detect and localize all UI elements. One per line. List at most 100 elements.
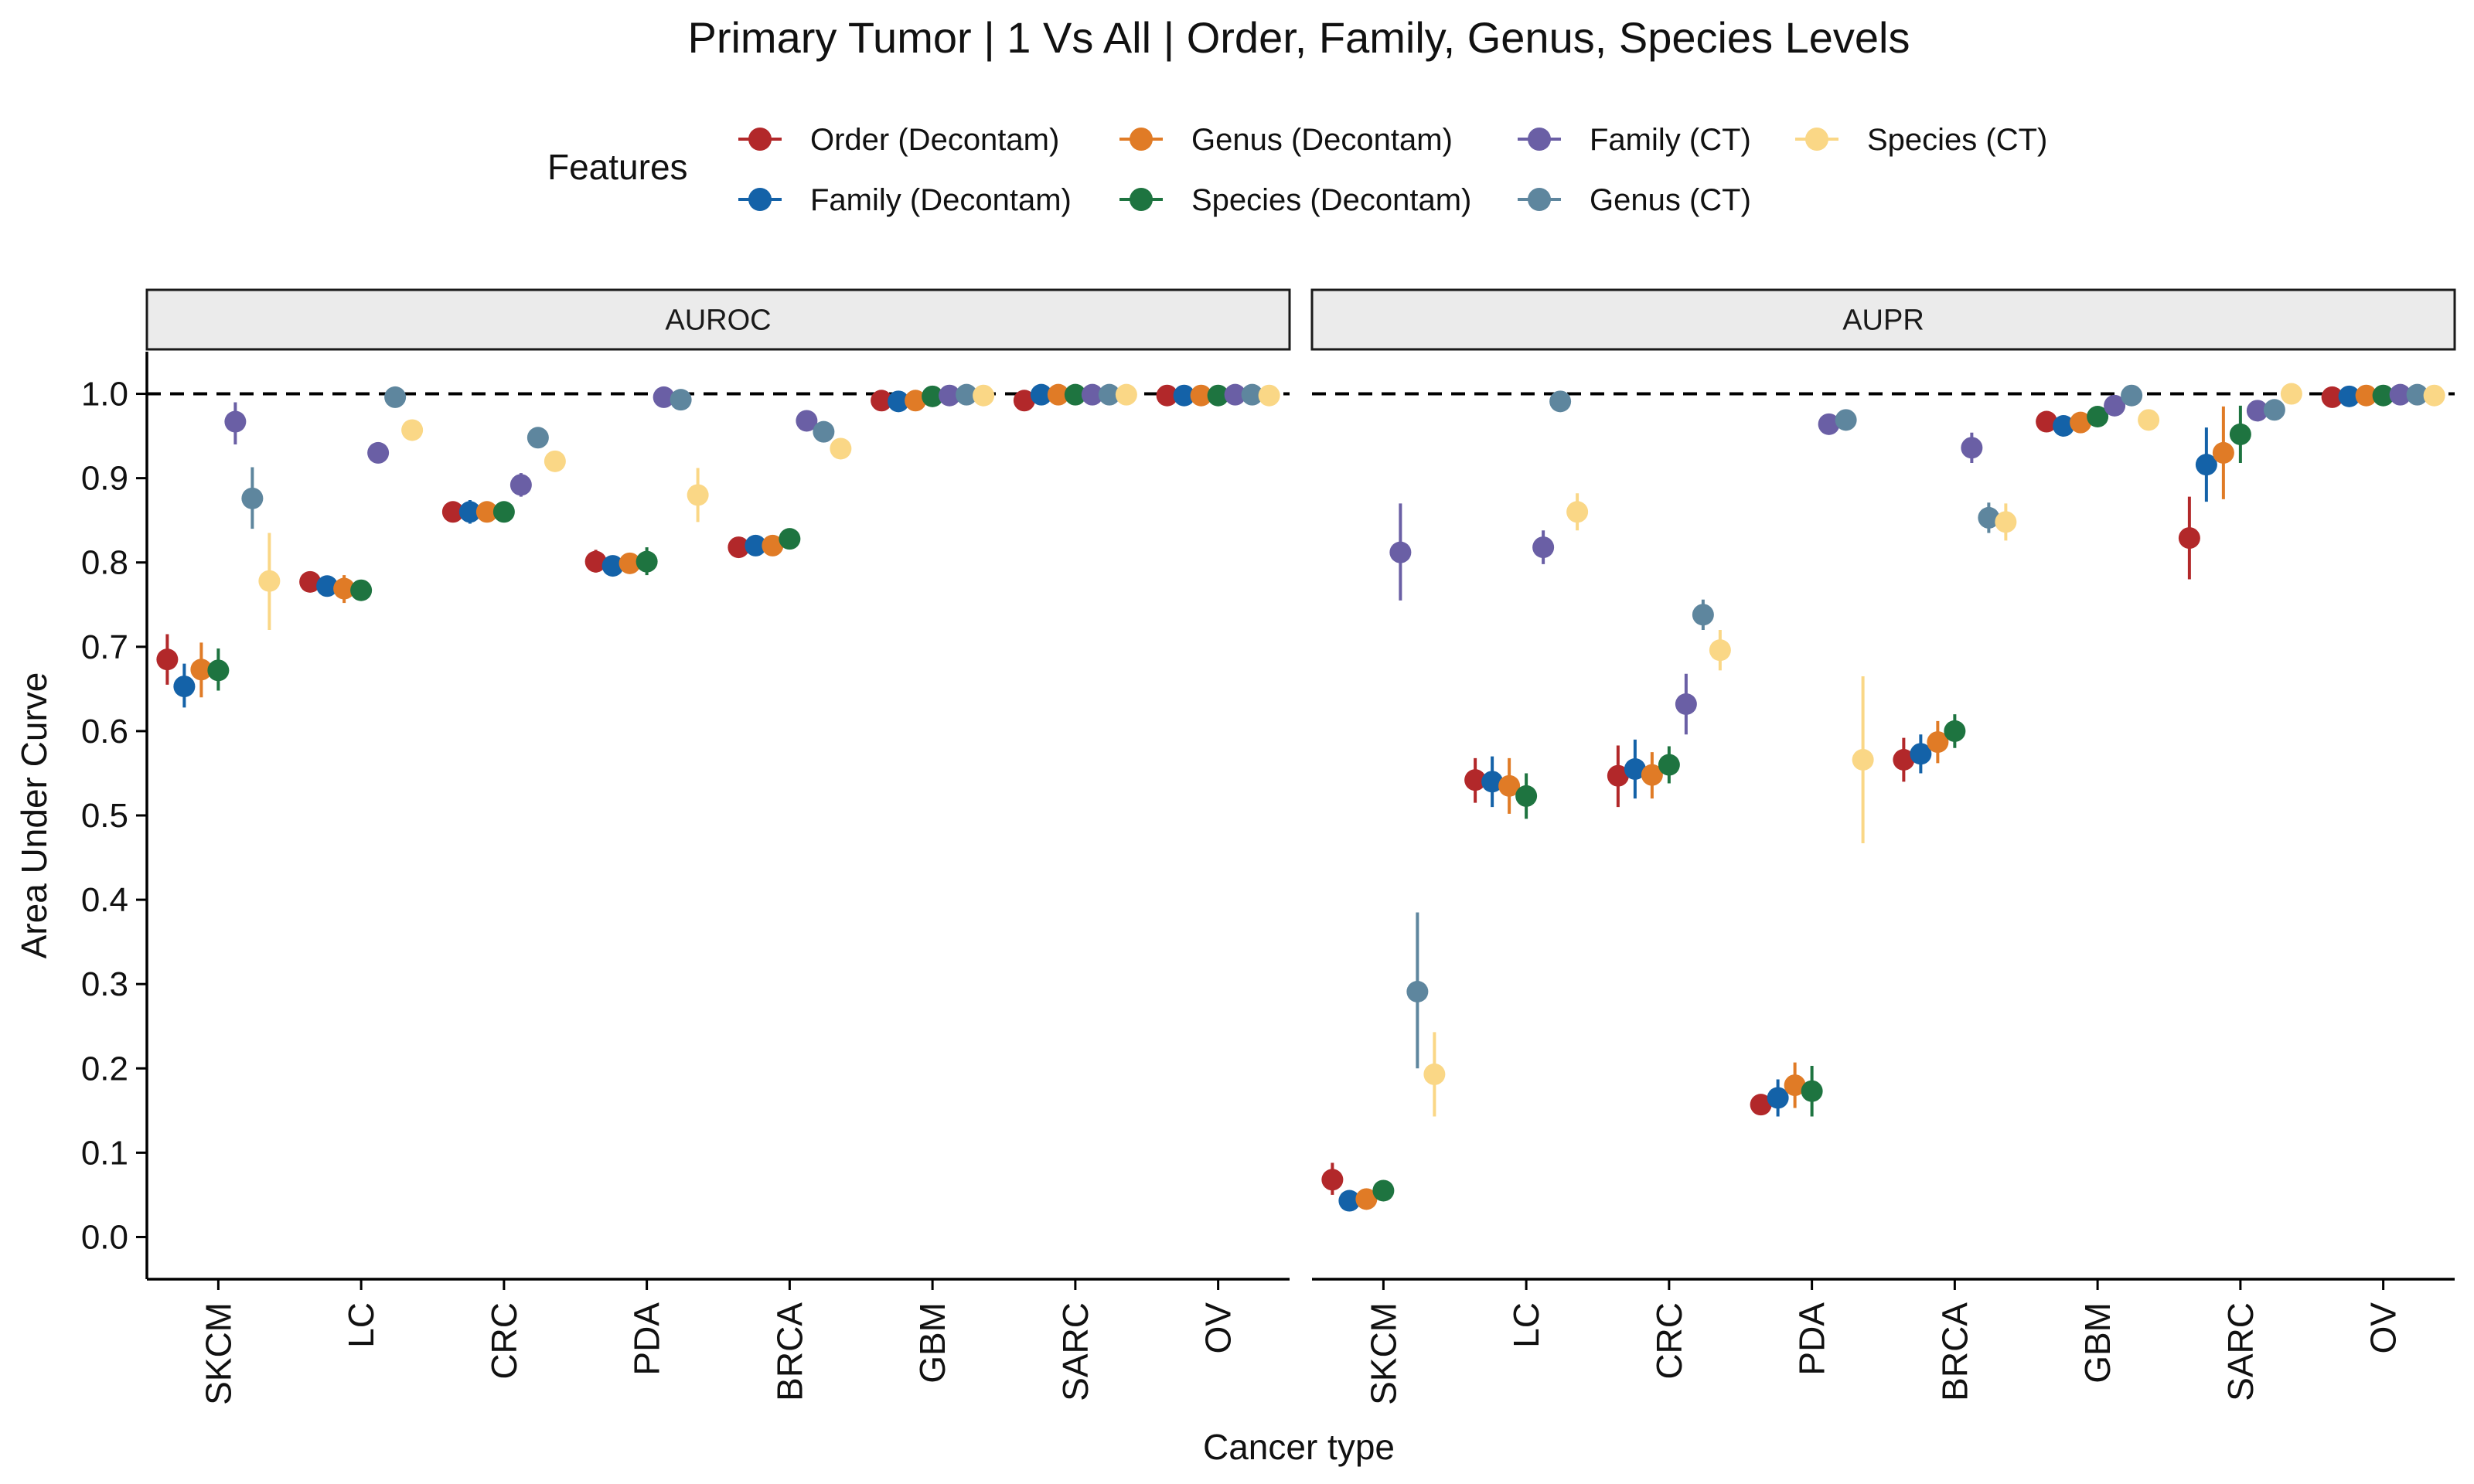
data-point-auroc-sarc-genus-ct (1098, 383, 1120, 406)
point-marker (2212, 441, 2234, 464)
point-marker (939, 384, 961, 407)
point-marker (1532, 536, 1555, 559)
data-point-auroc-pda-genus-decontam (618, 552, 641, 574)
point-marker (956, 383, 978, 406)
legend-label: Family (CT) (1590, 123, 1751, 157)
data-point-auroc-skcm-genus-ct (241, 467, 264, 529)
data-point-auroc-brca-family-ct (796, 410, 818, 432)
point-marker (1081, 383, 1103, 406)
data-point-auroc-brca-order-decontam (728, 536, 750, 559)
data-point-auroc-sarc-family-ct (1081, 383, 1103, 406)
point-marker (526, 427, 549, 449)
data-point-auroc-crc-family-ct (509, 473, 532, 497)
point-marker (636, 550, 658, 573)
data-point-aupr-crc-family-ct (1675, 673, 1697, 735)
point-marker (1709, 639, 1731, 662)
point-marker (1481, 771, 1504, 793)
legend-label: Family (Decontam) (810, 183, 1072, 217)
point-marker (1156, 384, 1178, 407)
data-point-aupr-ov-family-decontam (2338, 385, 2360, 407)
point-marker (2036, 410, 2058, 433)
data-point-auroc-ov-genus-decontam (1190, 384, 1212, 407)
data-point-aupr-brca-species-decontam (1944, 714, 1966, 748)
legend-item-species-decontam: Species (Decontam) (1119, 183, 1471, 217)
data-point-aupr-sarc-family-decontam (2195, 427, 2217, 502)
point-marker (584, 550, 607, 573)
legend-label: Genus (CT) (1590, 183, 1751, 217)
data-point-aupr-brca-family-decontam (1910, 734, 1932, 774)
point-marker (1767, 1087, 1789, 1109)
point-marker (1047, 383, 1069, 406)
point-marker (316, 575, 339, 597)
data-point-aupr-ov-genus-ct (2406, 383, 2428, 406)
point-marker (1692, 604, 1714, 626)
data-point-auroc-gbm-order-decontam (871, 390, 893, 412)
x-axis-title: Cancer type (1203, 1427, 1395, 1467)
data-point-auroc-gbm-genus-ct (956, 383, 978, 406)
point-marker (1624, 758, 1646, 780)
data-point-aupr-brca-family-ct (1961, 432, 1983, 463)
point-marker (1675, 693, 1697, 715)
point-marker (2355, 384, 2377, 407)
data-point-aupr-sarc-order-decontam (2178, 496, 2200, 580)
data-point-auroc-brca-genus-decontam (762, 534, 784, 556)
point-marker (441, 501, 464, 523)
data-point-auroc-brca-species-ct (830, 437, 852, 460)
data-point-auroc-gbm-genus-decontam (905, 390, 927, 412)
point-marker (156, 648, 179, 671)
data-point-auroc-crc-species-ct (544, 450, 566, 472)
point-marker (1207, 384, 1229, 407)
point-marker (1173, 384, 1195, 407)
data-point-auroc-pda-family-ct (653, 386, 675, 408)
point-marker (601, 555, 624, 577)
point-marker (2389, 383, 2411, 406)
legend-key-point (1130, 128, 1153, 151)
legend-key-point (1805, 128, 1828, 151)
data-point-aupr-skcm-order-decontam (1321, 1162, 1344, 1195)
point-marker (258, 570, 281, 592)
point-marker (384, 386, 407, 408)
data-point-auroc-skcm-order-decontam (156, 634, 179, 685)
data-point-aupr-gbm-species-ct (2138, 409, 2160, 431)
point-marker (2372, 384, 2394, 407)
point-marker (1064, 383, 1086, 406)
point-marker (2053, 415, 2075, 437)
data-point-aupr-sarc-species-decontam (2229, 405, 2251, 463)
point-marker (2104, 394, 2126, 417)
data-point-aupr-lc-genus-decontam (1498, 757, 1521, 814)
x-tick-label-pda: PDA (1792, 1302, 1832, 1376)
data-point-auroc-lc-family-ct (367, 441, 390, 464)
point-marker (2070, 411, 2092, 434)
point-marker (1464, 769, 1487, 791)
x-tick-label-brca: BRCA (1934, 1302, 1975, 1401)
data-point-auroc-sarc-order-decontam (1013, 390, 1035, 412)
x-tick-label-skcm: SKCM (1363, 1302, 1403, 1405)
point-marker (905, 390, 927, 412)
data-point-aupr-pda-family-ct (1818, 413, 1840, 435)
point-marker (1944, 720, 1966, 742)
data-point-auroc-pda-family-decontam (601, 555, 624, 577)
y-tick-label: 0.3 (81, 965, 128, 1003)
data-point-auroc-gbm-family-ct (939, 384, 961, 407)
point-marker (350, 579, 373, 601)
y-tick-label: 1.0 (81, 376, 128, 414)
point-marker (1818, 413, 1840, 435)
point-marker (813, 420, 835, 443)
x-tick-label-brca: BRCA (769, 1302, 809, 1401)
point-marker (1355, 1188, 1378, 1210)
data-point-auroc-sarc-genus-decontam (1047, 383, 1069, 406)
point-marker (1013, 390, 1035, 412)
y-tick-label: 0.2 (81, 1050, 128, 1087)
y-tick-label: 0.9 (81, 460, 128, 498)
point-marker (544, 450, 566, 472)
data-point-aupr-brca-species-ct (1995, 503, 2017, 541)
data-point-auroc-sarc-species-decontam (1064, 383, 1086, 406)
data-point-aupr-gbm-genus-ct (2121, 384, 2143, 407)
point-marker (1927, 731, 1949, 754)
point-marker (1978, 506, 2000, 529)
legend-item-order-decontam: Order (Decontam) (738, 123, 1059, 157)
data-point-auroc-crc-genus-ct (526, 427, 549, 449)
data-point-aupr-brca-genus-ct (1978, 502, 2000, 533)
